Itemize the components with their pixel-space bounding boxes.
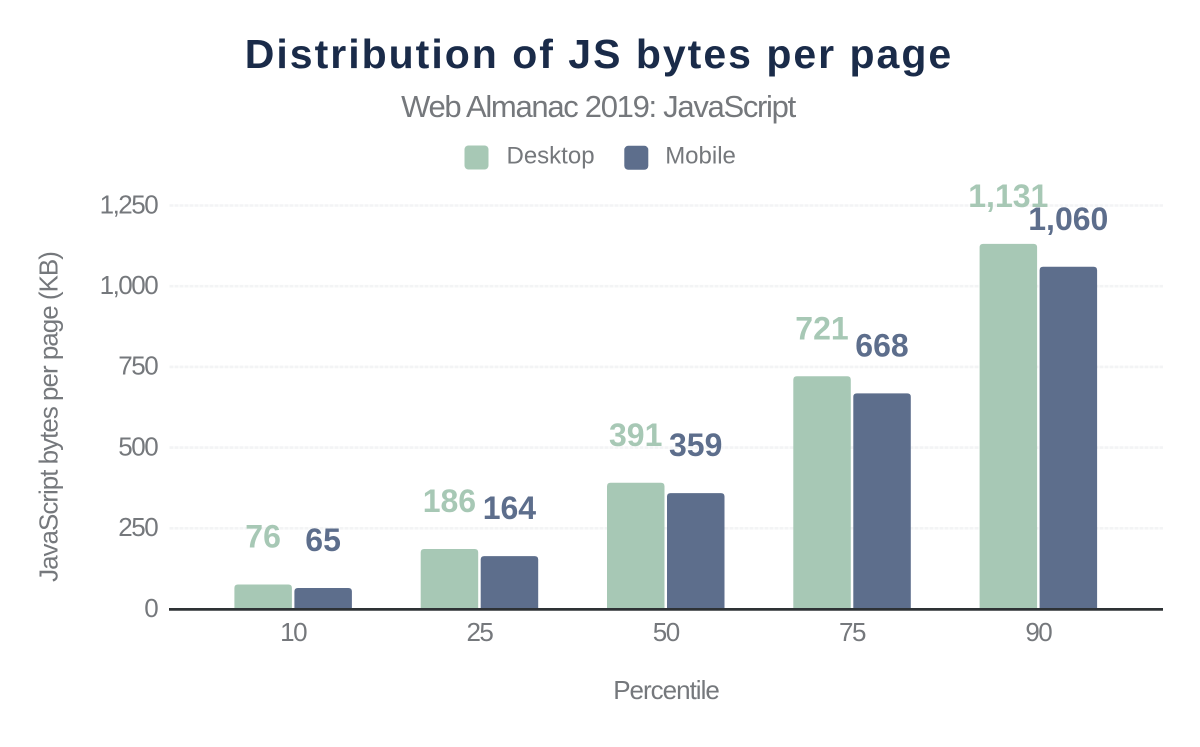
svg-text:668: 668 — [855, 327, 908, 363]
svg-text:25: 25 — [466, 617, 493, 647]
svg-text:0: 0 — [144, 593, 158, 623]
svg-text:Web Almanac 2019: JavaScript: Web Almanac 2019: JavaScript — [401, 89, 797, 124]
svg-text:391: 391 — [609, 417, 662, 453]
svg-text:Mobile: Mobile — [665, 143, 736, 170]
svg-text:164: 164 — [483, 490, 537, 526]
svg-text:750: 750 — [118, 351, 158, 381]
svg-text:186: 186 — [423, 483, 476, 519]
svg-text:65: 65 — [305, 522, 341, 558]
svg-text:76: 76 — [245, 519, 281, 555]
svg-text:1,131: 1,131 — [968, 178, 1048, 214]
svg-text:10: 10 — [280, 617, 307, 647]
svg-text:1,250: 1,250 — [100, 189, 159, 219]
svg-text:Percentile: Percentile — [613, 675, 719, 705]
svg-text:Desktop: Desktop — [507, 143, 595, 170]
svg-text:721: 721 — [795, 310, 848, 346]
svg-text:500: 500 — [118, 431, 158, 461]
svg-text:250: 250 — [118, 512, 158, 542]
svg-text:1,000: 1,000 — [100, 270, 159, 300]
svg-text:50: 50 — [653, 617, 680, 647]
svg-text:90: 90 — [1025, 617, 1052, 647]
svg-text:JavaScript bytes per page (KB): JavaScript bytes per page (KB) — [34, 252, 64, 582]
svg-text:75: 75 — [839, 617, 866, 647]
svg-text:Distribution of JS bytes per p: Distribution of JS bytes per page — [245, 31, 953, 77]
svg-text:1,060: 1,060 — [1028, 201, 1108, 237]
svg-text:359: 359 — [669, 427, 722, 463]
